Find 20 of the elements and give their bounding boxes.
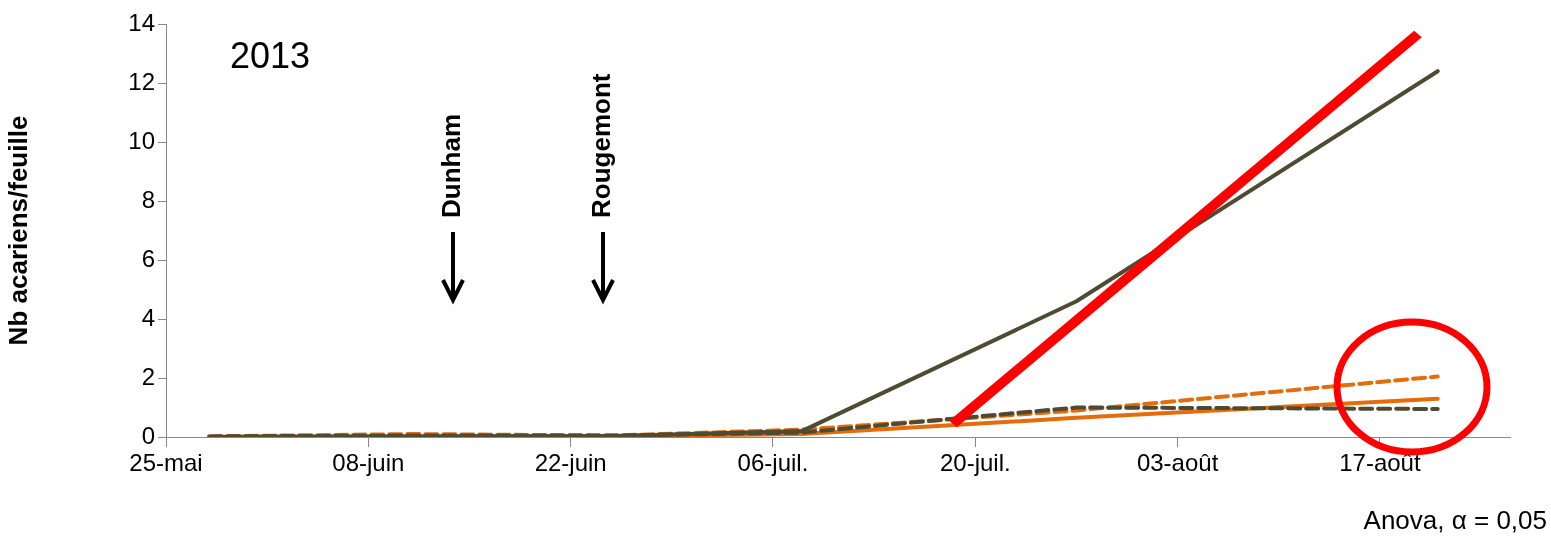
x-tick-label: 20-juil.	[939, 449, 1011, 477]
y-tick-label: 0	[141, 421, 155, 449]
y-tick-label: 12	[128, 67, 155, 95]
x-tick-label: 22-juin	[534, 449, 607, 477]
annotation: Rougemont	[586, 73, 617, 218]
y-tick-label: 2	[141, 362, 155, 390]
y-tick-label: 14	[128, 8, 155, 36]
y-tick-label: 6	[141, 244, 155, 272]
y-tick-label: 4	[141, 303, 155, 331]
x-tick-label: 08-juin	[332, 449, 405, 477]
x-tick-label: 06-juil.	[737, 449, 809, 477]
y-tick-label: 10	[128, 126, 155, 154]
y-axis-title: Nb acariens/feuille	[2, 115, 33, 346]
annotation: 2013	[230, 34, 311, 76]
x-tick-label: 25-mai	[129, 449, 203, 477]
x-tick-label: 17-août	[1339, 449, 1421, 477]
x-tick-label: 03-août	[1136, 449, 1219, 477]
annotation: Dunham	[436, 114, 467, 218]
y-tick-label: 8	[141, 185, 155, 213]
text: Anova, α = 0,05	[1363, 505, 1547, 536]
